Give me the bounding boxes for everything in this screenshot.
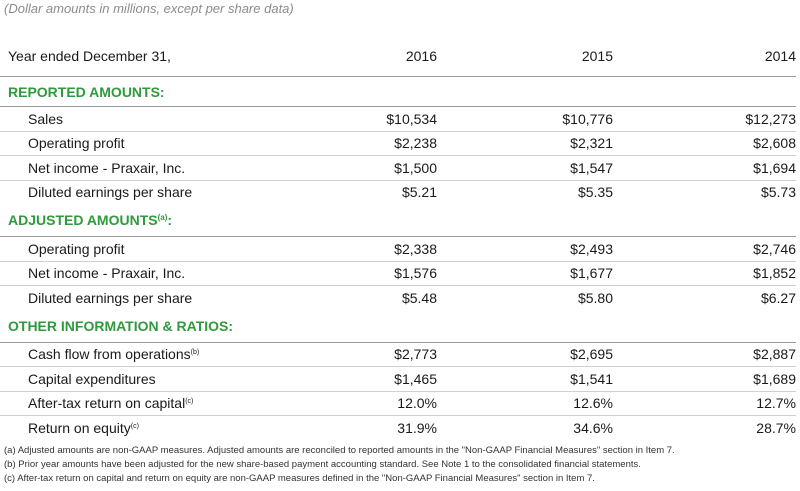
- value-2014: $1,852: [613, 261, 796, 286]
- table-row: Net income - Praxair, Inc. $1,500 $1,547…: [0, 155, 796, 181]
- row-label: Cash flow from operations(b): [0, 342, 256, 367]
- value-2014: $6.27: [760, 289, 796, 306]
- value-2015: 34.6%: [573, 419, 613, 436]
- row-label: Return on equity(c): [28, 419, 139, 436]
- row-label: Operating profit: [0, 236, 256, 262]
- footnote-a: (a) Adjusted amounts are non-GAAP measur…: [4, 445, 675, 456]
- value-2015: 12.6%: [437, 391, 613, 416]
- row-label: Capital expenditures: [0, 366, 256, 392]
- value-2016: $5.21: [401, 184, 437, 201]
- value-2015: $5.35: [577, 184, 613, 201]
- row-label: Sales: [0, 106, 256, 132]
- table-row: Diluted earnings per share $5.48 $5.80 $…: [0, 286, 796, 310]
- value-2015: $1,677: [437, 261, 613, 286]
- value-2016: $2,238: [256, 131, 437, 156]
- table-row: Cash flow from operations(b) $2,773 $2,6…: [0, 342, 796, 367]
- year-2015-header: 2015: [437, 36, 613, 77]
- value-2016: $2,773: [256, 342, 437, 367]
- value-2014: 28.7%: [756, 419, 796, 436]
- table-row: Operating profit $2,338 $2,493 $2,746: [0, 236, 796, 262]
- row-label: After-tax return on capital(c): [0, 391, 256, 416]
- table-row: Capital expenditures $1,465 $1,541 $1,68…: [0, 366, 796, 392]
- value-2016: $1,576: [256, 261, 437, 286]
- section-title-adjusted: ADJUSTED AMOUNTS(a):: [0, 204, 796, 237]
- value-2016: $1,465: [256, 366, 437, 392]
- header-label: Year ended December 31,: [0, 36, 256, 77]
- value-2015: $1,541: [437, 366, 613, 392]
- value-2014: $12,273: [613, 106, 796, 132]
- value-2015: $5.80: [577, 289, 613, 306]
- table-row: Return on equity(c) 31.9% 34.6% 28.7%: [0, 416, 796, 440]
- row-label: Net income - Praxair, Inc.: [0, 261, 256, 286]
- value-2016: 31.9%: [397, 419, 437, 436]
- section-title-other: OTHER INFORMATION & RATIOS:: [0, 309, 796, 343]
- row-label: Diluted earnings per share: [28, 184, 193, 201]
- row-label: Operating profit: [0, 131, 256, 156]
- footnote-ref: (a): [157, 213, 168, 222]
- year-2016-header: 2016: [256, 36, 437, 77]
- table-row: Operating profit $2,238 $2,321 $2,608: [0, 131, 796, 156]
- row-label: Net income - Praxair, Inc.: [0, 155, 256, 181]
- section-header-reported: REPORTED AMOUNTS:: [0, 76, 796, 107]
- footnote-c: (c) After-tax return on capital and retu…: [4, 473, 595, 484]
- value-2015: $2,695: [437, 342, 613, 367]
- table-caption: (Dollar amounts in millions, except per …: [4, 1, 294, 16]
- footnote-ref: (c): [185, 398, 194, 406]
- footnote-ref: (b): [190, 349, 200, 357]
- value-2014: $1,694: [613, 155, 796, 181]
- value-2015: $2,493: [437, 236, 613, 262]
- value-2016: $2,338: [256, 236, 437, 262]
- footnote-ref: (c): [130, 422, 139, 430]
- value-2014: $2,608: [613, 131, 796, 156]
- section-header-other: OTHER INFORMATION & RATIOS:: [0, 309, 796, 343]
- header-row: Year ended December 31, 2016 2015 2014: [0, 36, 796, 77]
- footnotes: (a) Adjusted amounts are non-GAAP measur…: [4, 444, 675, 486]
- table-row: After-tax return on capital(c) 12.0% 12.…: [0, 391, 796, 416]
- year-2014-header: 2014: [613, 36, 796, 77]
- value-2014: $5.73: [760, 184, 796, 201]
- financial-highlights-table: Year ended December 31, 2016 2015 2014 R…: [0, 36, 796, 440]
- table-row: Diluted earnings per share $5.21 $5.35 $…: [0, 180, 796, 204]
- table-row: Net income - Praxair, Inc. $1,576 $1,677…: [0, 261, 796, 286]
- value-2016: 12.0%: [256, 391, 437, 416]
- section-header-adjusted: ADJUSTED AMOUNTS(a):: [0, 204, 796, 237]
- value-2015: $1,547: [437, 155, 613, 181]
- value-2014: $2,746: [613, 236, 796, 262]
- row-label: Diluted earnings per share: [28, 289, 193, 306]
- value-2016: $1,500: [256, 155, 437, 181]
- table-row: Sales $10,534 $10,776 $12,273: [0, 106, 796, 132]
- value-2016: $5.48: [401, 289, 437, 306]
- value-2014: 12.7%: [613, 391, 796, 416]
- section-title-reported: REPORTED AMOUNTS:: [0, 76, 796, 107]
- value-2016: $10,534: [256, 106, 437, 132]
- value-2015: $2,321: [437, 131, 613, 156]
- value-2015: $10,776: [437, 106, 613, 132]
- value-2014: $2,887: [613, 342, 796, 367]
- footnote-b: (b) Prior year amounts have been adjuste…: [4, 459, 641, 470]
- value-2014: $1,689: [613, 366, 796, 392]
